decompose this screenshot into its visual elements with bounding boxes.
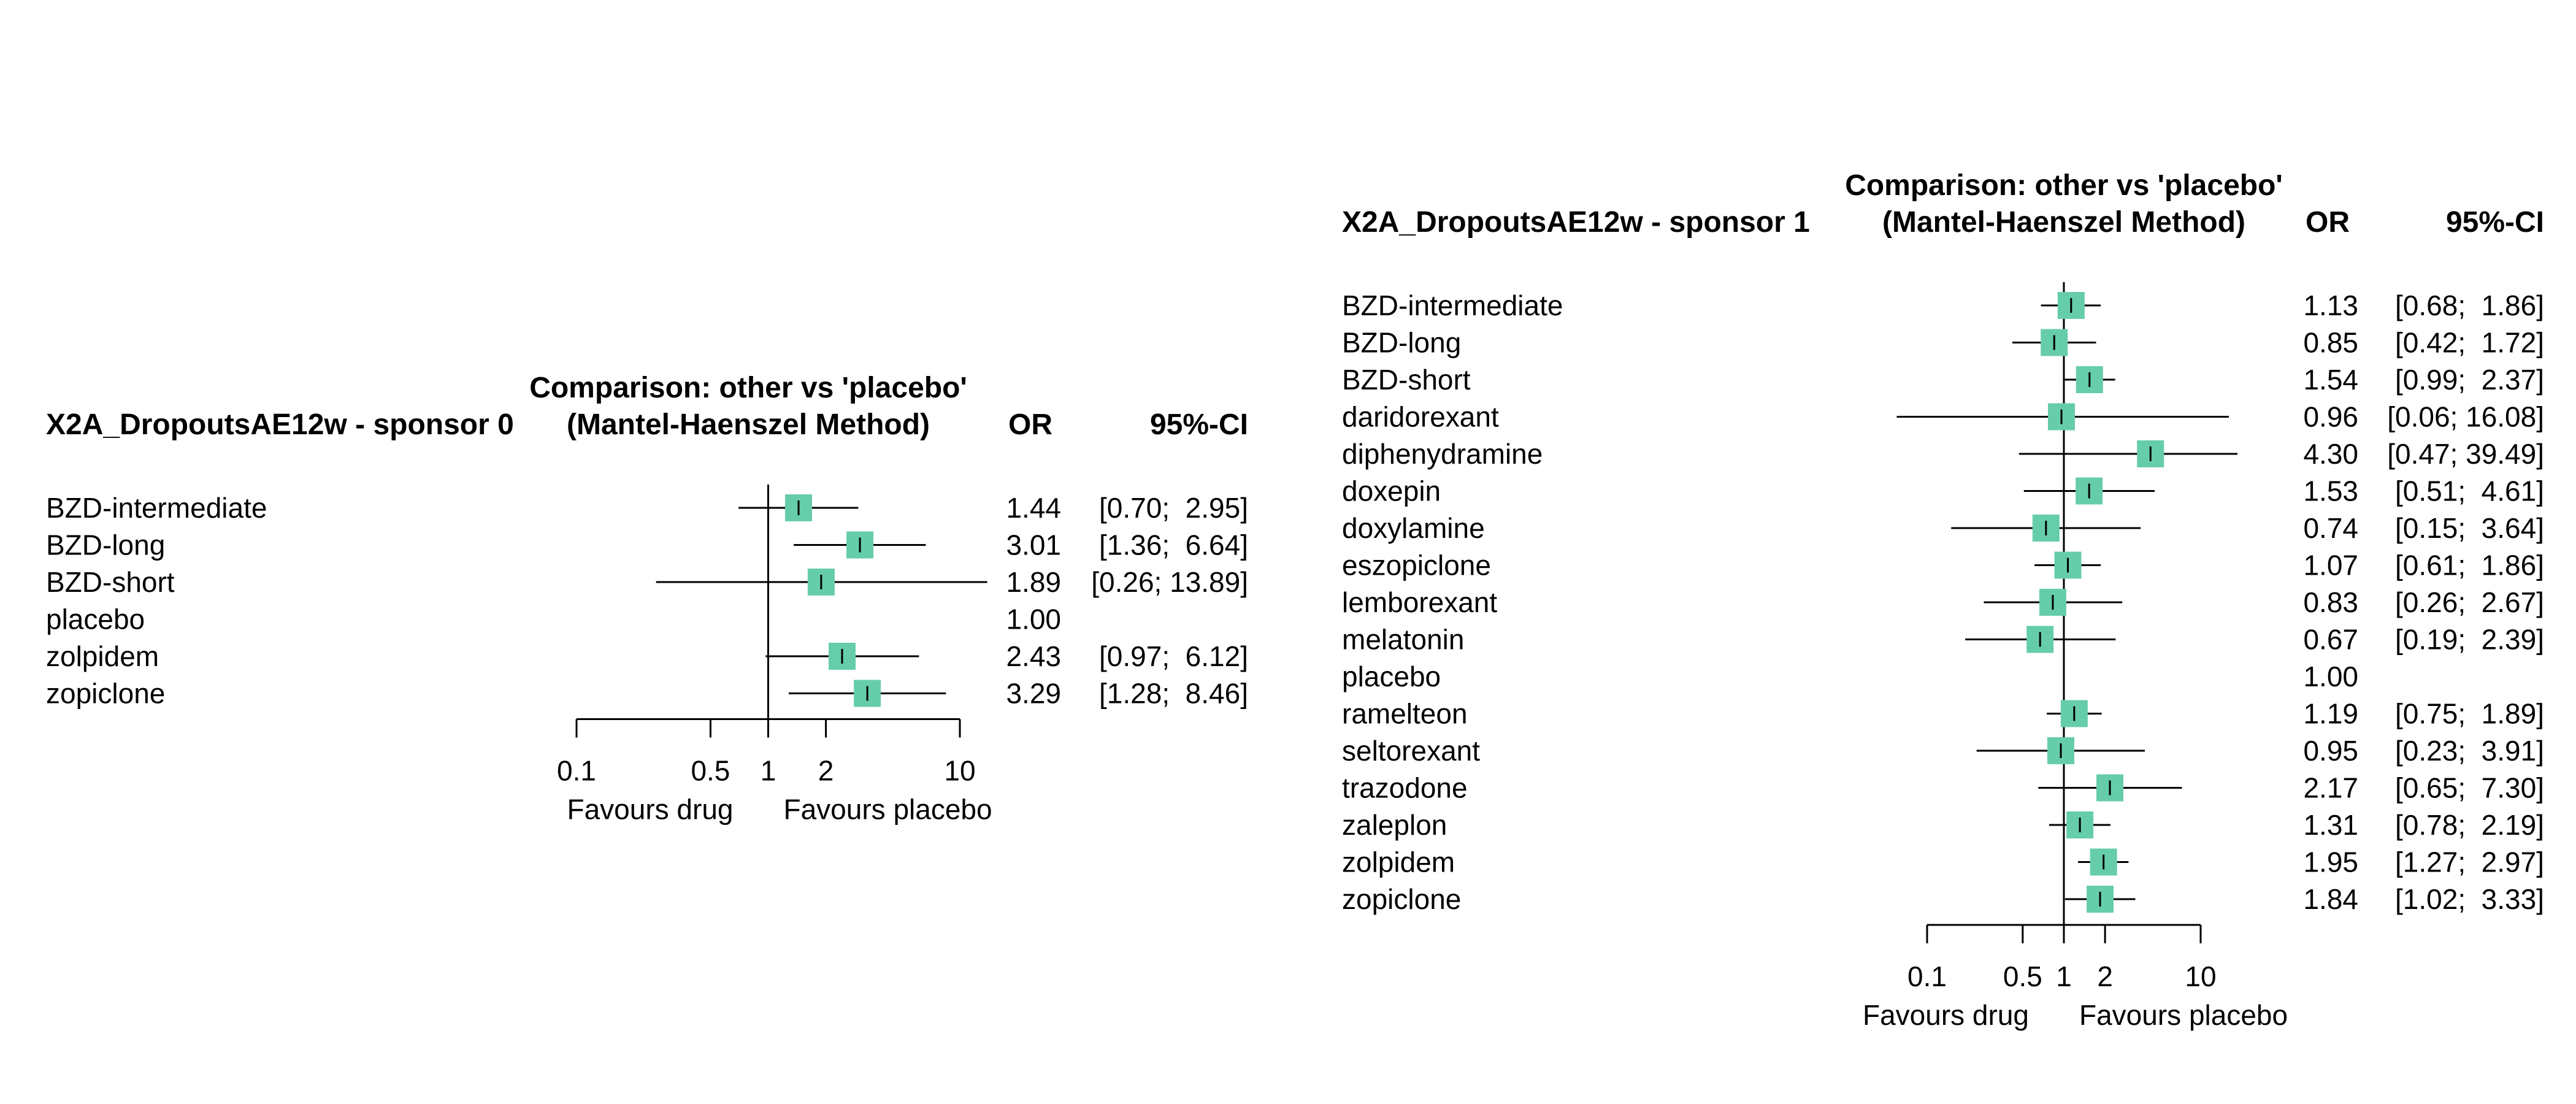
- ci-value: [0.78; 2.19]: [2395, 809, 2544, 841]
- ci-column-header: 95%-CI: [1150, 408, 1248, 441]
- row-label: BZD-intermediate: [1342, 289, 1563, 321]
- or-value: 3.01: [1006, 529, 1061, 561]
- row-label: trazodone: [1342, 772, 1468, 804]
- row-label: placebo: [1342, 661, 1441, 692]
- row-label: doxepin: [1342, 475, 1441, 507]
- outcome-label: X2A_DropoutsAE12w - sponsor 0: [46, 408, 514, 441]
- ci-value: [0.65; 7.30]: [2395, 772, 2544, 804]
- row-label: zolpidem: [46, 640, 159, 672]
- or-value: 0.83: [2303, 586, 2358, 618]
- ci-value: [0.23; 3.91]: [2395, 735, 2544, 767]
- or-value: 0.67: [2303, 624, 2358, 656]
- row-label: eszopiclone: [1342, 550, 1491, 581]
- ci-value: [0.70; 2.95]: [1099, 492, 1248, 524]
- row-label: zopiclone: [46, 678, 165, 710]
- ci-value: [0.26; 13.89]: [1091, 566, 1248, 598]
- or-value: 1.07: [2303, 550, 2358, 581]
- x-tick-label: 0.1: [557, 755, 596, 787]
- or-value: 1.84: [2303, 883, 2358, 915]
- row-label: doxylamine: [1342, 512, 1485, 544]
- or-value: 1.89: [1006, 566, 1061, 598]
- or-value: 1.00: [2303, 661, 2358, 692]
- or-column-header: OR: [2306, 206, 2350, 239]
- ci-value: [0.51; 4.61]: [2395, 475, 2544, 507]
- favours-placebo-label: Favours placebo: [2079, 999, 2288, 1031]
- or-value: 0.95: [2303, 735, 2358, 767]
- row-label: zopiclone: [1342, 883, 1461, 915]
- ci-value: [0.61; 1.86]: [2395, 550, 2544, 581]
- x-tick-label: 10: [944, 755, 975, 787]
- method-label: (Mantel-Haenszel Method): [567, 408, 930, 441]
- x-tick-label: 0.1: [1907, 960, 1947, 992]
- ci-value: [0.47; 39.49]: [2387, 438, 2544, 470]
- row-label: ramelteon: [1342, 698, 1468, 730]
- method-label: (Mantel-Haenszel Method): [1882, 206, 2245, 239]
- ci-value: [1.36; 6.64]: [1099, 529, 1248, 561]
- x-tick-label: 0.5: [691, 755, 730, 787]
- or-value: 1.54: [2303, 364, 2358, 396]
- row-label: BZD-intermediate: [46, 492, 267, 524]
- favours-drug-label: Favours drug: [567, 794, 733, 826]
- ci-value: [0.15; 3.64]: [2395, 512, 2544, 544]
- ci-value: [0.26; 2.67]: [2395, 586, 2544, 618]
- ci-value: [1.28; 8.46]: [1099, 678, 1248, 710]
- ci-value: [0.75; 1.89]: [2395, 698, 2544, 730]
- row-label: placebo: [46, 604, 145, 635]
- ci-value: [0.42; 1.72]: [2395, 327, 2544, 359]
- or-value: 4.30: [2303, 438, 2358, 470]
- or-value: 1.95: [2303, 846, 2358, 878]
- ci-value: [1.02; 3.33]: [2395, 883, 2544, 915]
- or-value: 1.19: [2303, 698, 2358, 730]
- row-label: melatonin: [1342, 624, 1464, 656]
- ci-value: [0.19; 2.39]: [2395, 624, 2544, 656]
- ci-value: [0.06; 16.08]: [2387, 401, 2544, 433]
- comparison-title: Comparison: other vs 'placebo': [1845, 169, 2283, 202]
- forest-plot-sponsor-0: Comparison: other vs 'placebo' X2A_Dropou…: [46, 372, 1248, 826]
- ci-column-header: 95%-CI: [2446, 206, 2544, 239]
- or-value: 0.74: [2303, 512, 2358, 544]
- or-value: 0.96: [2303, 401, 2358, 433]
- or-value: 1.13: [2303, 289, 2358, 321]
- or-column-header: OR: [1008, 408, 1052, 441]
- outcome-label: X2A_DropoutsAE12w - sponsor 1: [1342, 206, 1810, 239]
- forest-plot-sponsor-1: Comparison: other vs 'placebo' X2A_Dropou…: [1342, 169, 2544, 1031]
- row-label: seltorexant: [1342, 735, 1480, 767]
- x-tick-label: 10: [2185, 960, 2216, 992]
- row-label: zolpidem: [1342, 846, 1455, 878]
- ci-value: [0.97; 6.12]: [1099, 640, 1248, 672]
- row-label: BZD-short: [1342, 364, 1471, 396]
- or-value: 1.53: [2303, 475, 2358, 507]
- row-label: BZD-long: [1342, 327, 1461, 359]
- or-value: 3.29: [1006, 678, 1061, 710]
- x-tick-label: 2: [818, 755, 834, 787]
- ci-value: [0.68; 1.86]: [2395, 289, 2544, 321]
- or-value: 0.85: [2303, 327, 2358, 359]
- or-value: 1.31: [2303, 809, 2358, 841]
- row-label: daridorexant: [1342, 401, 1499, 433]
- favours-placebo-label: Favours placebo: [784, 794, 992, 826]
- or-value: 1.44: [1006, 492, 1061, 524]
- favours-drug-label: Favours drug: [1863, 999, 2029, 1031]
- or-value: 1.00: [1006, 604, 1061, 635]
- row-label: BZD-long: [46, 529, 165, 561]
- row-label: zaleplon: [1342, 809, 1447, 841]
- row-label: lemborexant: [1342, 586, 1497, 618]
- row-label: diphenydramine: [1342, 438, 1543, 470]
- ci-value: [0.99; 2.37]: [2395, 364, 2544, 396]
- x-tick-label: 1: [761, 755, 776, 787]
- ci-value: [1.27; 2.97]: [2395, 846, 2544, 878]
- comparison-title: Comparison: other vs 'placebo': [529, 372, 967, 404]
- or-value: 2.43: [1006, 640, 1061, 672]
- x-tick-label: 0.5: [2003, 960, 2042, 992]
- x-tick-label: 1: [2056, 960, 2072, 992]
- or-value: 2.17: [2303, 772, 2358, 804]
- row-label: BZD-short: [46, 566, 175, 598]
- x-tick-label: 2: [2097, 960, 2113, 992]
